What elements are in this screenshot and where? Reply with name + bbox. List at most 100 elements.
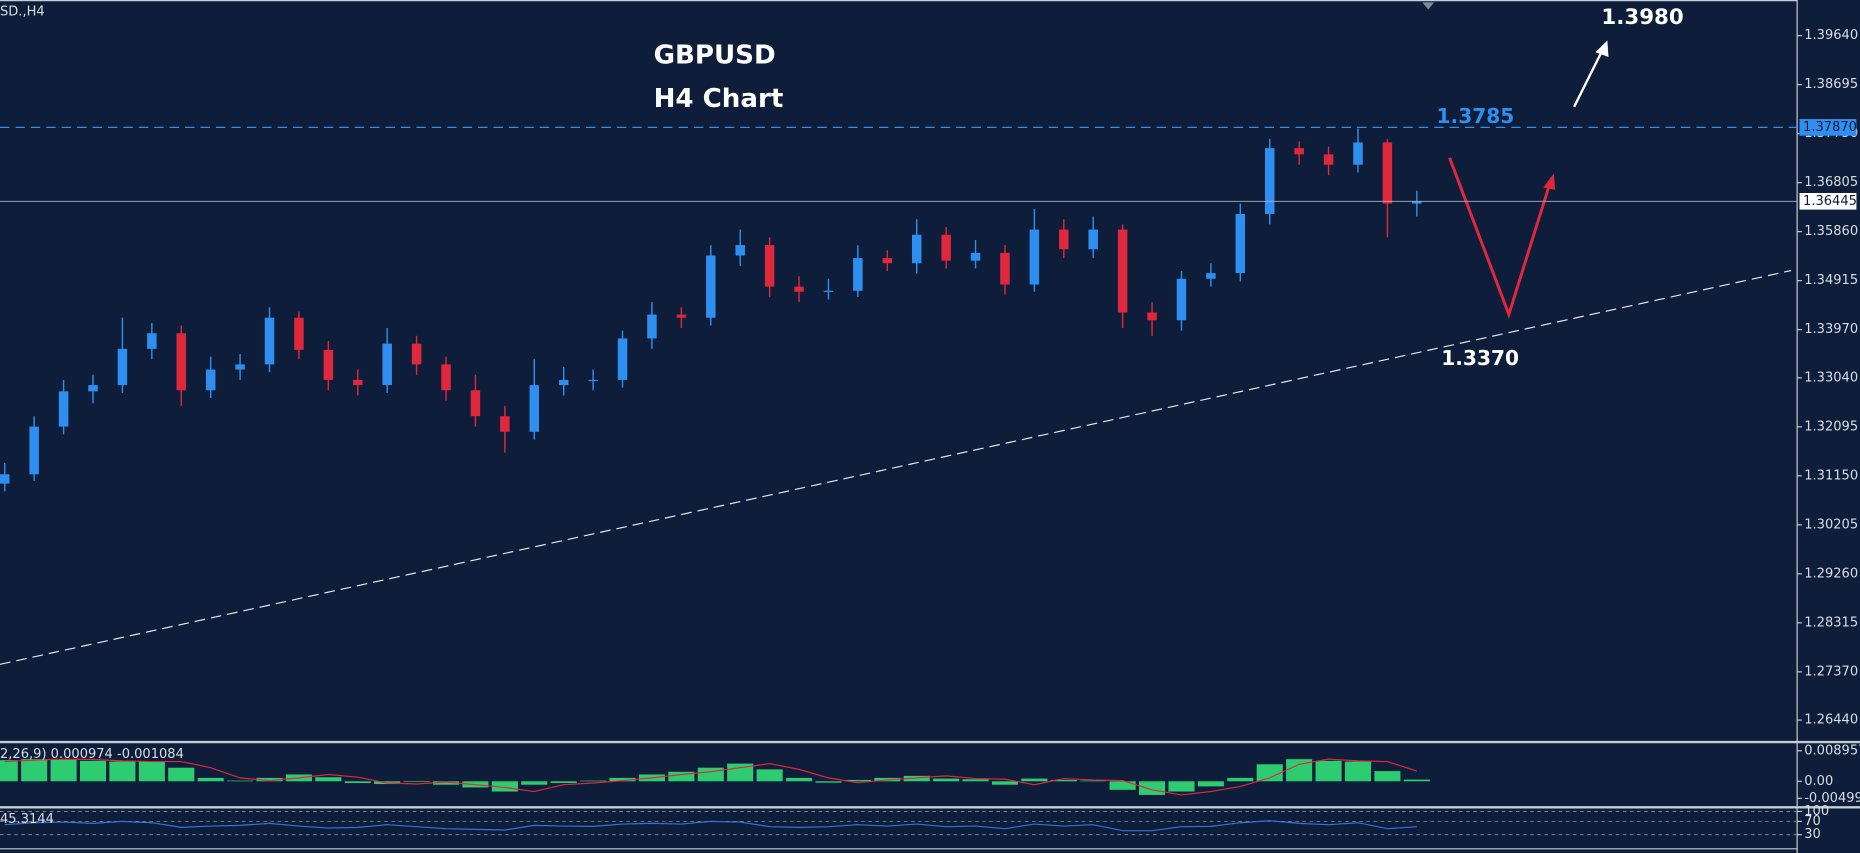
macd-bar — [256, 777, 283, 782]
y-tick-label: 1.28315 — [1804, 615, 1858, 630]
candle-body — [1088, 229, 1098, 250]
macd-bar — [903, 775, 930, 782]
candle-body — [1323, 154, 1334, 165]
candle-body — [29, 426, 39, 475]
arrow-head — [1543, 173, 1556, 190]
candle-body — [647, 314, 657, 339]
target-label: 1.3980 — [1601, 5, 1683, 30]
candle-body — [735, 245, 745, 256]
y-tick-label: 1.39640 — [1804, 28, 1858, 43]
candle-body — [1000, 252, 1010, 285]
macd-bar — [21, 759, 48, 782]
resistance-tag — [1799, 119, 1857, 136]
candle-body — [676, 314, 687, 318]
y-tick-label: 100 — [1804, 804, 1829, 819]
macd-bar — [344, 781, 371, 784]
macd-bar — [933, 778, 960, 782]
macd-bar — [1286, 759, 1313, 782]
macd-bar — [1374, 771, 1401, 782]
macd-bar — [315, 777, 342, 782]
candle-body — [264, 317, 275, 365]
candle-body — [176, 333, 186, 391]
trend-line — [0, 269, 1792, 665]
marks: 1.396401.386951.377501.368051.358601.349… — [0, 28, 1860, 842]
macd-bar — [785, 777, 813, 782]
y-tick-label: 1.30205 — [1804, 517, 1858, 532]
candle-body — [0, 474, 10, 484]
macd-bar — [109, 761, 136, 782]
candle-body — [617, 338, 628, 380]
macd-bar — [580, 780, 607, 782]
macd-bar — [1315, 760, 1342, 782]
macd-bar — [668, 771, 695, 782]
y-tick-label: 1.33040 — [1804, 370, 1858, 385]
candle-body — [58, 391, 69, 427]
candle-body — [823, 290, 834, 292]
signal-line — [4, 758, 1418, 796]
macd-bar — [1021, 778, 1048, 782]
macd-bar — [197, 777, 224, 782]
candle-body — [470, 390, 481, 417]
candle-body — [205, 369, 216, 391]
macd-bar — [227, 780, 254, 782]
y-tick-label: 70 — [1804, 814, 1821, 829]
macd-bar — [1168, 781, 1195, 792]
macd-bar — [432, 781, 460, 785]
candle-body — [353, 379, 363, 386]
candle-body — [1294, 148, 1304, 155]
y-tick-label: 1.27370 — [1804, 664, 1858, 679]
macd-bar — [1344, 761, 1372, 782]
macd-bar — [1403, 779, 1430, 782]
candle-body — [1117, 229, 1128, 313]
candle-body — [1147, 312, 1157, 321]
last-price: 1.36445 — [1803, 194, 1857, 209]
macd-bar — [844, 779, 871, 782]
candle-body — [382, 343, 392, 386]
macd-bar — [1197, 781, 1224, 787]
candle-body — [794, 286, 804, 292]
macd-bar — [756, 769, 783, 782]
candle-body — [1206, 273, 1216, 279]
chart-subtitle: H4 Chart — [654, 84, 784, 114]
y-tick-label: 1.32095 — [1804, 419, 1858, 434]
candle-body — [558, 379, 569, 386]
y-tick-label: 30 — [1804, 827, 1821, 842]
candle-body — [88, 385, 98, 392]
macd-bar — [1080, 780, 1107, 782]
oscillator-line — [4, 820, 1417, 832]
candle-body — [1176, 278, 1187, 321]
macd-label: 2,26,9) 0.000974 -0.001084 — [0, 747, 184, 762]
resistance-price: 1.37870 — [1803, 120, 1857, 135]
macd-bar — [521, 781, 548, 785]
macd-bar — [1050, 779, 1077, 782]
macd-bar — [491, 781, 518, 792]
candle-body — [911, 234, 922, 264]
candle-body — [117, 348, 128, 386]
candle-body — [1382, 142, 1393, 204]
y-tick-label: 0.00 — [1804, 774, 1833, 789]
candle-body — [1353, 142, 1363, 165]
candle-body — [1029, 229, 1040, 285]
macd-bar — [697, 767, 724, 782]
candle-body — [147, 333, 157, 349]
arrow-head — [1595, 40, 1609, 57]
candle-body — [853, 258, 863, 291]
oscillator-label: 45.3144 — [0, 812, 54, 827]
macd-bar — [609, 777, 636, 782]
candle-body — [529, 385, 540, 432]
macd-bar — [50, 759, 77, 782]
candle-body — [1412, 201, 1422, 204]
y-tick-label: 1.26440 — [1804, 713, 1858, 728]
y-tick-label: 0.008957 — [1804, 743, 1860, 758]
candle-body — [882, 258, 893, 264]
macd-bar — [815, 781, 842, 783]
candle-body — [500, 416, 510, 432]
macd-bar — [1256, 764, 1283, 782]
macd-bar — [1227, 777, 1254, 782]
candle-body — [1059, 229, 1069, 250]
y-tick-label: 1.35860 — [1804, 224, 1858, 239]
macd-bar — [962, 779, 989, 782]
macd-bar — [1139, 781, 1166, 795]
